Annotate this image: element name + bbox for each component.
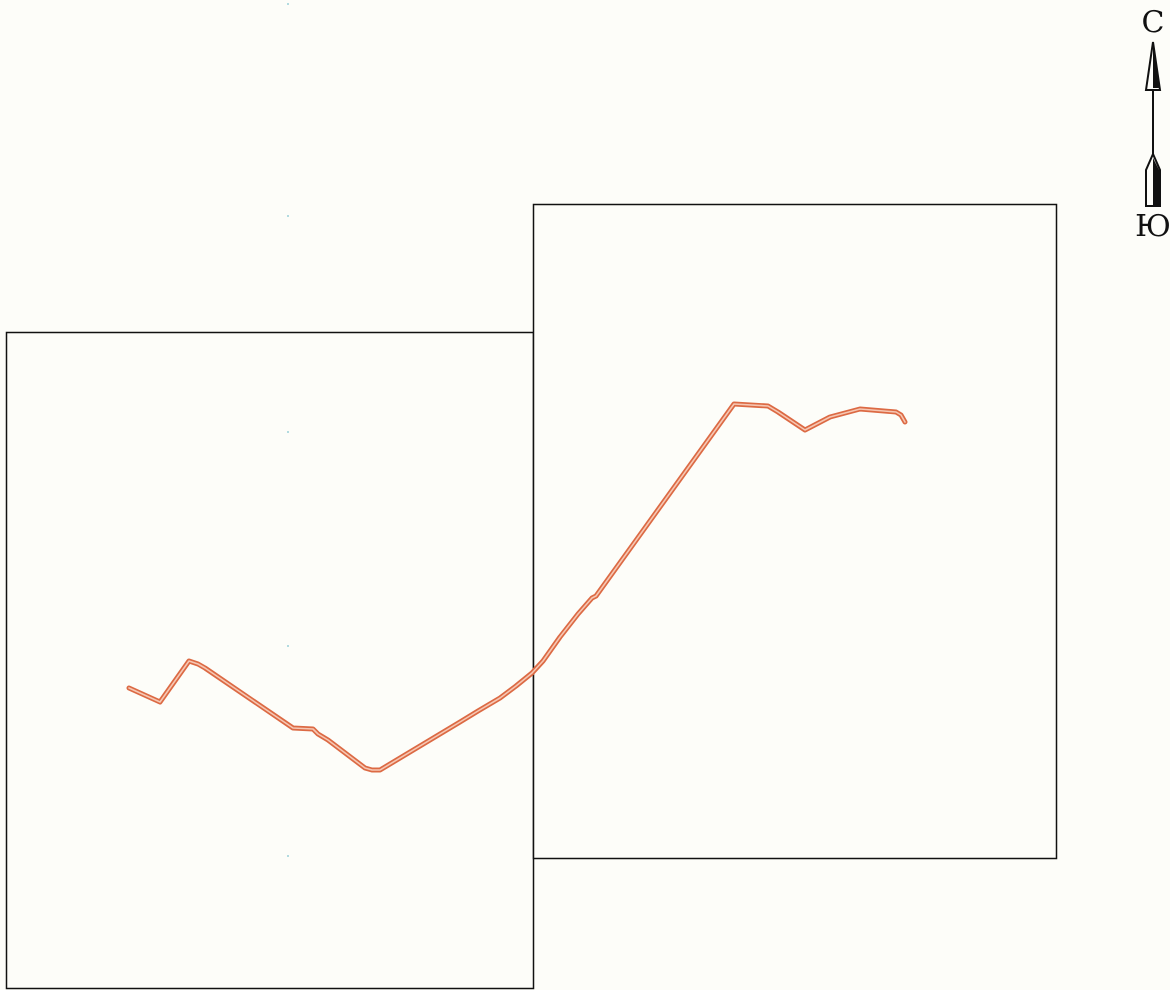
north-arrow: С Ю bbox=[1135, 5, 1170, 244]
scan-specks bbox=[287, 3, 289, 857]
route-line bbox=[126, 401, 908, 773]
south-arrow-tail-shade bbox=[1153, 158, 1159, 205]
map-sheet-right bbox=[532, 203, 1058, 860]
north-arrow-head-shade bbox=[1153, 46, 1159, 88]
map-sheet-left bbox=[5, 331, 535, 990]
north-label: С bbox=[1142, 5, 1165, 40]
south-label: Ю bbox=[1135, 209, 1170, 244]
